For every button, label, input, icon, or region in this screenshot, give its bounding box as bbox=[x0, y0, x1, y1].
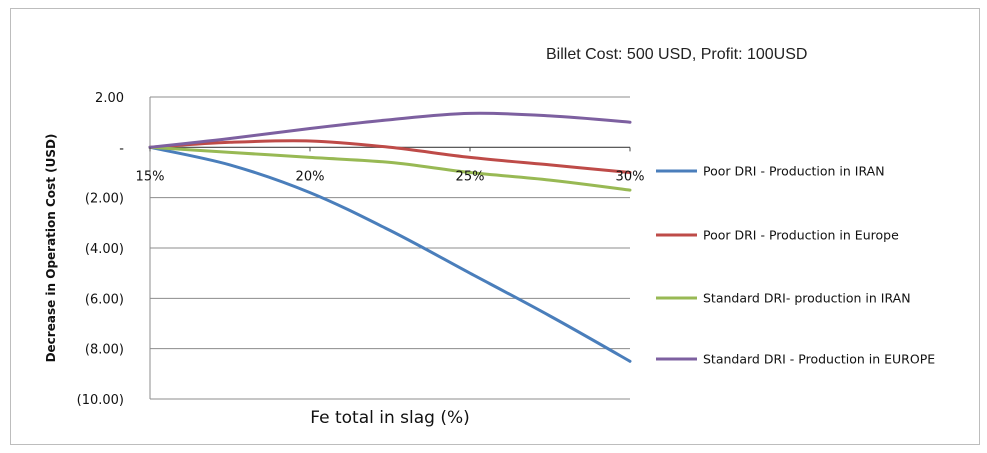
x-tick-label: 15% bbox=[136, 169, 165, 184]
legend-label: Poor DRI - Production in Europe bbox=[703, 228, 899, 243]
chart-subtitle: Billet Cost: 500 USD, Profit: 100USD bbox=[546, 46, 807, 63]
x-tick-label: 30% bbox=[616, 169, 645, 184]
x-tick-label: 25% bbox=[456, 169, 485, 184]
y-tick-label: (2.00) bbox=[85, 192, 124, 207]
series-line-3 bbox=[148, 145, 632, 192]
legend-label: Standard DRI - Production in EUROPE bbox=[703, 352, 935, 367]
y-tick-label: (6.00) bbox=[85, 292, 124, 307]
gridlines bbox=[149, 96, 630, 400]
series-line-2 bbox=[148, 139, 632, 174]
x-tick-labels: 15% 20% 25% 30% bbox=[136, 147, 645, 184]
legend-label: Poor DRI - Production in IRAN bbox=[703, 164, 885, 179]
y-axis-label: Decrease in Operation Cost (USD) bbox=[44, 134, 58, 363]
y-tick-labels: 2.00 - (2.00) (4.00) (6.00) (8.00) (10.00) bbox=[77, 91, 125, 408]
x-axis-label: Fe total in slag (%) bbox=[310, 408, 470, 428]
series-lines bbox=[148, 111, 632, 363]
series-line-4 bbox=[148, 111, 632, 149]
chart-frame bbox=[10, 8, 980, 445]
y-tick-label: (4.00) bbox=[85, 242, 124, 257]
legend: Poor DRI - Production in IRAN Poor DRI - … bbox=[656, 164, 935, 367]
y-tick-label: - bbox=[119, 141, 124, 156]
y-tick-label: 2.00 bbox=[95, 91, 124, 106]
y-tick-label: (10.00) bbox=[77, 393, 124, 408]
series-line-1 bbox=[148, 145, 632, 363]
x-tick-label: 20% bbox=[296, 169, 325, 184]
y-tick-label: (8.00) bbox=[85, 343, 124, 358]
legend-label: Standard DRI- production in IRAN bbox=[703, 291, 911, 306]
